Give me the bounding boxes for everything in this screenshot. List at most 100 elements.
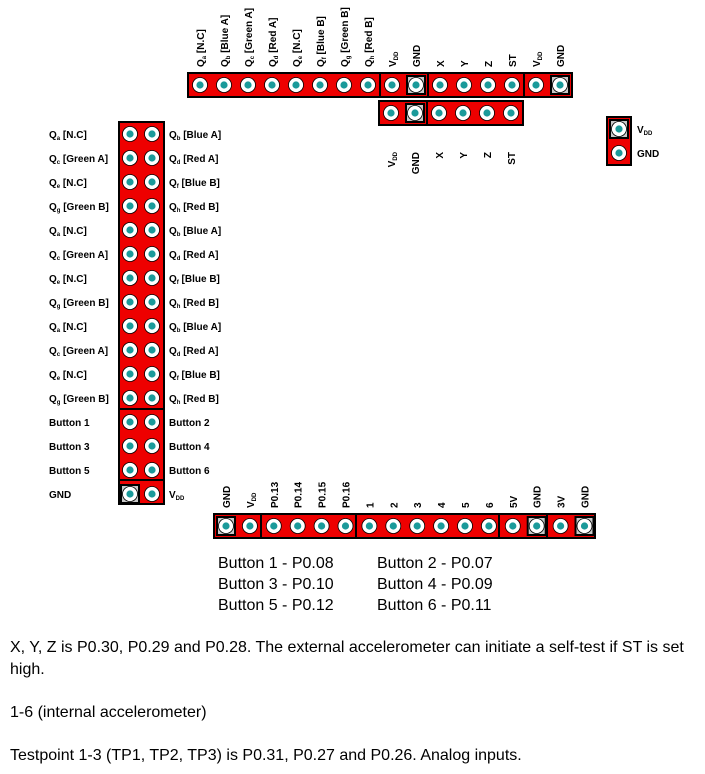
pin-label: Qb [Blue A]: [169, 226, 221, 238]
pin-hole: [294, 522, 302, 530]
pin-label: Qf [Blue B]: [169, 274, 220, 286]
pin-hole: [437, 522, 445, 530]
pin-hole: [483, 109, 491, 117]
pin-hole: [148, 202, 156, 210]
button-mapping-right: Button 6 - P0.11: [377, 597, 492, 614]
button-mapping-table: Button 1 - P0.08 Button 2 - P0.07 Button …: [218, 553, 493, 616]
pin-label: Button 3: [49, 442, 90, 453]
pin-hole: [126, 298, 134, 306]
pin-hole: [413, 522, 421, 530]
pin-hole: [148, 154, 156, 162]
pin-label: Qf [Blue B]: [316, 16, 328, 67]
pin-label: Y: [459, 152, 470, 159]
pin-hole: [148, 250, 156, 258]
pin-hole: [388, 81, 396, 89]
pin-label: Qd [Red A]: [169, 346, 218, 358]
pin-label: Z: [484, 61, 495, 67]
pin-label: Qh [Red B]: [169, 298, 219, 310]
pin-hole: [126, 274, 134, 282]
pin-hole: [292, 81, 300, 89]
pin-label: Button 2: [169, 418, 210, 429]
pin-hole: [148, 178, 156, 186]
pin-hole: [126, 250, 134, 258]
button-mapping-row: Button 1 - P0.08 Button 2 - P0.07: [218, 553, 493, 574]
pin-hole: [580, 522, 589, 530]
pin-label: P0.14: [294, 481, 305, 508]
pin-label: 6: [485, 502, 496, 508]
pin-label: X: [435, 152, 446, 159]
pin-label: GND: [581, 486, 592, 508]
pin-label: 5: [461, 502, 472, 508]
accelerometer-note: X, Y, Z is P0.30, P0.29 and P0.28. The e…: [10, 639, 684, 678]
pin-label: Qg [Green B]: [49, 298, 109, 310]
pin-hole: [126, 226, 134, 234]
pin-hole: [484, 81, 492, 89]
pin-hole: [148, 394, 156, 402]
pin-label: ST: [508, 54, 519, 67]
pin-label: Qb [Blue A]: [169, 322, 221, 334]
pin-label: Qc [Green A]: [244, 8, 256, 67]
pin-hole: [148, 130, 156, 138]
pin-label: Qf [Blue B]: [169, 178, 220, 190]
pin-hole: [556, 81, 564, 89]
pin-label: Y: [460, 60, 471, 67]
second-header-board: [378, 100, 524, 126]
pin-label: Qe [N.C]: [292, 29, 304, 67]
pin-label: P0.16: [342, 481, 353, 508]
pin-label: Qf [Blue B]: [169, 370, 220, 382]
pin-hole: [436, 81, 444, 89]
pin-hole: [532, 81, 540, 89]
button-mapping-left: Button 1 - P0.08: [218, 555, 334, 572]
pin-label: GND: [49, 490, 71, 501]
pin-hole: [615, 149, 623, 157]
pin-label: Qh [Red B]: [169, 202, 219, 214]
pin-label: 3V: [557, 495, 568, 508]
pin-label: Qe [N.C]: [49, 274, 87, 286]
pin-hole: [318, 522, 326, 530]
pin-label: Qa [N.C]: [49, 322, 87, 334]
pin-label: ST: [507, 152, 518, 165]
pin-hole: [126, 394, 134, 402]
pin-hole: [126, 178, 134, 186]
pin-label: P0.15: [318, 481, 329, 508]
pin-hole: [220, 81, 228, 89]
button-mapping-row: Button 3 - P0.10 Button 4 - P0.09: [218, 574, 493, 595]
pin-label: VDD: [637, 125, 653, 137]
internal-accelerometer-note: 1-6 (internal accelerometer): [10, 704, 207, 721]
pin-label: Button 4: [169, 442, 210, 453]
pin-label: Button 6: [169, 466, 210, 477]
pin-label: P0.13: [270, 481, 281, 508]
pin-label: Qd [Red A]: [169, 250, 218, 262]
pin-hole: [148, 322, 156, 330]
pin-label: GND: [412, 45, 423, 67]
pin-label: 5V: [509, 495, 520, 508]
pin-hole: [485, 522, 493, 530]
pin-label: GND: [556, 45, 567, 67]
testpoint-note: Testpoint 1-3 (TP1, TP2, TP3) is P0.31, …: [10, 747, 522, 764]
pin-label: Qe [N.C]: [49, 370, 87, 382]
pin-hole: [148, 442, 156, 450]
pin-label: Button 1: [49, 418, 90, 429]
pin-hole: [126, 466, 134, 474]
pin-hole: [148, 370, 156, 378]
pin-label: VDD: [246, 492, 258, 508]
pin-label: Qa [N.C]: [49, 130, 87, 142]
pinout-diagram: Qa [N.C] Qb [Blue A] Qc [Green A] Qd [Red A…: [49, 7, 659, 539]
header-boards: [118, 72, 632, 539]
button-mapping-right: Button 4 - P0.09: [377, 576, 493, 593]
pin-label: Qb [Blue A]: [169, 130, 221, 142]
pin-hole: [126, 346, 134, 354]
pin-label: Qd [Red A]: [268, 18, 280, 67]
pin-hole: [126, 154, 134, 162]
pin-hole: [148, 418, 156, 426]
pin-hole: [533, 522, 541, 530]
pin-labels: Qa [N.C] Qb [Blue A] Qc [Green A] Qd [Red A…: [49, 7, 659, 508]
pin-label: Qg [Green B]: [49, 202, 109, 214]
button-mapping-row: Button 5 - P0.12 Button 6 - P0.11: [218, 595, 493, 616]
pin-label: Qc [Green A]: [49, 154, 108, 166]
pin-label: VDD: [169, 490, 185, 502]
pin-hole: [126, 418, 134, 426]
pin-label: 1: [365, 502, 376, 508]
pin-hole: [389, 522, 397, 530]
pin-hole: [126, 442, 134, 450]
